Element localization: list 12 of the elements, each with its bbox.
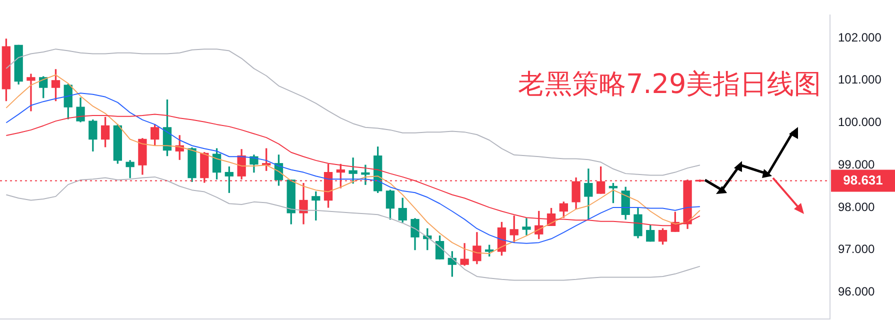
y-tick-label: 101.000 bbox=[838, 72, 882, 87]
y-tick-label: 96.000 bbox=[838, 284, 876, 298]
y-tick-label: 98.000 bbox=[838, 200, 876, 214]
y-tick-label: 102.000 bbox=[838, 30, 882, 44]
y-tick-label: 99.000 bbox=[838, 157, 876, 172]
y-tick-label: 97.000 bbox=[838, 242, 876, 256]
candlestick bbox=[348, 158, 358, 184]
ref-line-label: 98.631 bbox=[843, 172, 883, 188]
candlestick bbox=[26, 74, 36, 112]
y-tick-label: 100.000 bbox=[838, 115, 882, 130]
candlestick bbox=[522, 218, 531, 236]
text: 老黑策略7.29美指日线图 bbox=[518, 68, 822, 102]
